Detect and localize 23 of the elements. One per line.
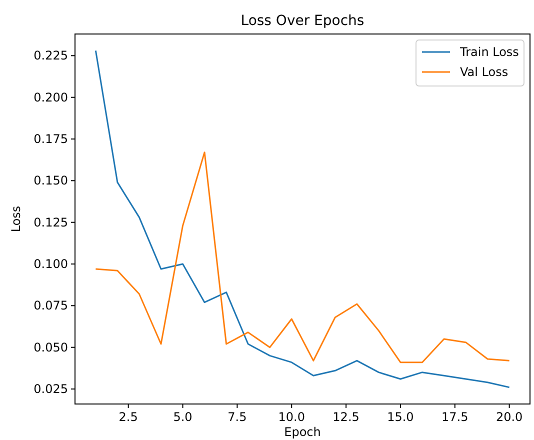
y-tick-label: 0.100 [34, 257, 68, 271]
x-tick-label: 2.5 [118, 410, 138, 424]
x-tick-label: 17.5 [442, 410, 468, 424]
line-series [94, 152, 510, 364]
x-tick-label: 5.0 [173, 410, 192, 424]
x-tick-label: 10.0 [278, 410, 305, 424]
y-tick-label: 0.125 [34, 215, 68, 230]
x-axis-title: Epoch [284, 425, 321, 439]
y-tick-label: 0.050 [34, 340, 68, 354]
y-tick-label: 0.025 [34, 382, 68, 396]
y-tick-label: 0.075 [34, 298, 68, 313]
chart-title: Loss Over Epochs [240, 13, 364, 29]
x-tick-label: 15.0 [387, 410, 414, 424]
x-tick-label: 12.5 [332, 410, 360, 424]
legend-label: Val Loss [460, 65, 508, 79]
legend-label: Train Loss [459, 45, 519, 59]
y-tick-label: 0.225 [34, 48, 68, 63]
x-tick-label: 20.0 [496, 410, 523, 424]
x-tick-label: 7.5 [228, 410, 247, 424]
y-tick-label: 0.200 [34, 90, 68, 104]
y-axis-title: Loss [9, 206, 23, 232]
y-tick-label: 0.150 [34, 174, 68, 188]
y-tick-label: 0.175 [34, 132, 68, 146]
